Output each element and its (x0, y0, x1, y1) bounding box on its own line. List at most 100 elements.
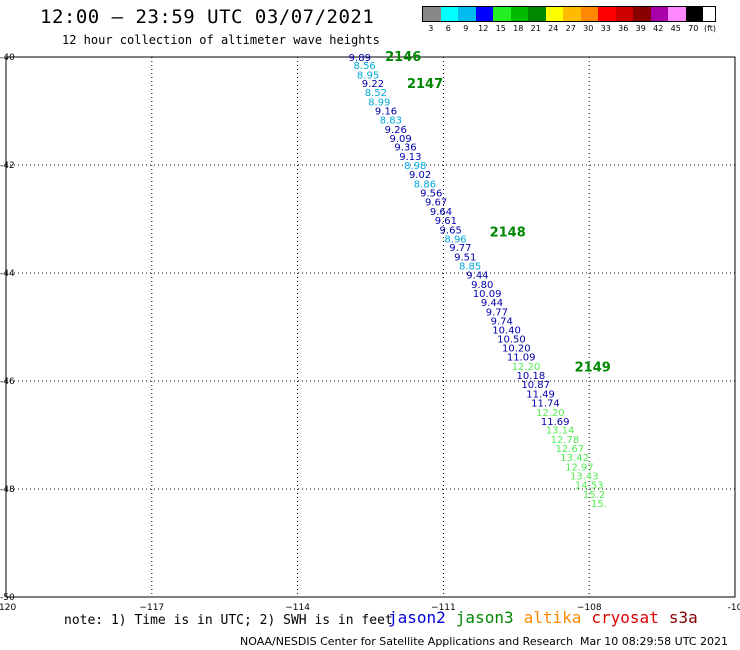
wave-height-value: 9.65 (440, 225, 462, 236)
color-scale-label: 27 (565, 24, 576, 33)
color-scale-label: 45 (670, 24, 681, 33)
wave-height-value: 12.20 (536, 408, 565, 419)
wave-height-value: 9.74 (491, 317, 513, 328)
color-scale-legend: 3 6 9 12 15 18 21 24 27 30 33 36 39 42 45 70 (ft) (422, 6, 717, 33)
wave-height-value: 9.16 (375, 106, 397, 117)
y-tick-label: -40 (0, 53, 15, 63)
wave-height-value: 8.52 (365, 88, 387, 99)
chart-subtitle: 12 hour collection of altimeter wave hei… (62, 33, 380, 47)
wave-height-value: 9.22 (362, 79, 384, 90)
satellite-legend: jason2 jason3 altika cryosat s3a (388, 608, 708, 627)
wave-height-value: 10.09 (473, 289, 502, 300)
color-scale-swatch (528, 7, 546, 21)
color-scale-swatch (475, 7, 493, 21)
wave-height-value: 9.61 (435, 216, 457, 227)
color-scale-swatch (563, 7, 581, 21)
wave-height-value: 12.78 (551, 435, 580, 446)
color-scale-label: 36 (618, 24, 629, 33)
wave-height-value: 9.26 (385, 125, 407, 136)
wave-height-value: 15.2 (583, 490, 605, 501)
color-scale-unit: (ft) (704, 24, 717, 33)
pass-number-label: 2148 (490, 226, 526, 241)
color-scale-swatch (615, 7, 633, 21)
color-scale-label: 18 (513, 24, 524, 33)
wave-height-value: 8.85 (459, 261, 481, 272)
y-tick-label: -48 (0, 485, 15, 495)
credit-line: NOAA/NESDIS Center for Satellite Applica… (240, 635, 574, 648)
color-scale-label: 24 (548, 24, 559, 33)
wave-height-value: 9.44 (481, 298, 503, 309)
wave-height-value: 9.44 (466, 271, 488, 282)
wave-height-value: 9.89 (349, 53, 371, 64)
x-tick-label: −114 (285, 603, 310, 613)
x-tick-label: -10 (728, 603, 740, 613)
footnote: note: 1) Time is in UTC; 2) SWH is in fe… (64, 613, 393, 628)
y-tick-label: -42 (0, 161, 15, 171)
wave-height-value: 9.80 (471, 280, 493, 291)
wave-height-value: 11.49 (526, 389, 555, 400)
color-scale-swatch (668, 7, 686, 21)
satellite-legend-item: jason3 (455, 608, 514, 627)
color-scale-labels: 3 6 9 12 15 18 21 24 27 30 33 36 39 42 45 70 (ft) (422, 24, 716, 33)
color-scale-label: 30 (583, 24, 594, 33)
pass-number-label: 2146 (385, 50, 421, 65)
pass-number-label: 2149 (575, 361, 611, 376)
color-scale-swatch (510, 7, 528, 21)
wave-height-value: 9.64 (430, 207, 452, 218)
wave-height-value: 12.67 (555, 444, 584, 455)
color-scale-label: 6 (445, 24, 451, 33)
color-scale-label: 21 (530, 24, 541, 33)
color-scale-swatch (685, 7, 703, 21)
y-tick-label: -46 (0, 377, 15, 387)
satellite-legend-item: cryosat (591, 608, 659, 627)
color-scale-swatch (493, 7, 511, 21)
color-scale-label: 39 (635, 24, 646, 33)
wave-height-value: 9.51 (454, 252, 476, 263)
color-scale-label: 9 (463, 24, 469, 33)
wave-height-value: 9.56 (420, 189, 442, 200)
satellite-legend-item: jason2 (388, 608, 446, 627)
generation-timestamp: Mar 10 08:29:58 UTC 2021 (580, 635, 728, 648)
wave-height-value: 10.18 (517, 371, 546, 382)
color-scale-swatch (598, 7, 616, 21)
color-scale-swatch (650, 7, 668, 21)
wave-height-value: 10.87 (521, 380, 550, 391)
color-scale-bar (422, 6, 717, 22)
wave-height-value: 15. (591, 499, 607, 510)
color-scale-swatch (580, 7, 598, 21)
color-scale-label: 15 (495, 24, 506, 33)
wave-height-value: 9.77 (486, 307, 508, 318)
x-tick-label: −111 (431, 603, 456, 613)
wave-height-value: 9.13 (399, 152, 421, 163)
wave-height-value: 8.86 (414, 179, 436, 190)
wave-height-value: 9.36 (394, 143, 416, 154)
color-scale-swatch (545, 7, 563, 21)
pass-number-label: 2147 (407, 77, 443, 92)
color-scale-label: 42 (653, 24, 664, 33)
satellite-legend-item: altika (523, 608, 582, 627)
satellite-legend-item: s3a (668, 608, 698, 627)
color-scale-swatch (458, 7, 476, 21)
wave-height-value: 11.09 (507, 353, 536, 364)
wave-height-value: 14.53 (575, 481, 604, 492)
x-tick-label: −117 (139, 603, 164, 613)
color-scale-label: 3 (428, 24, 434, 33)
wave-height-value: 9.77 (449, 243, 471, 254)
color-scale-swatch (423, 7, 441, 21)
wave-height-value: 13.42 (560, 453, 589, 464)
wave-height-value: 9.67 (425, 198, 447, 209)
color-scale-label: 12 (478, 24, 489, 33)
wave-height-value: 8.56 (354, 61, 376, 72)
wave-height-value: 10.20 (502, 344, 531, 355)
wave-height-value: 13.43 (570, 472, 599, 483)
wave-height-value: 11.74 (531, 399, 560, 410)
wave-height-value: 11.69 (541, 417, 570, 428)
color-scale-swatch (633, 7, 651, 21)
color-scale-swatch (440, 7, 458, 21)
chart-title: 12:00 – 23:59 UTC 03/07/2021 (40, 6, 375, 28)
color-scale-label: 33 (600, 24, 611, 33)
wave-height-value: 8.98 (404, 161, 426, 172)
wave-height-value: 10.40 (492, 326, 521, 337)
x-tick-label: −108 (577, 603, 602, 613)
